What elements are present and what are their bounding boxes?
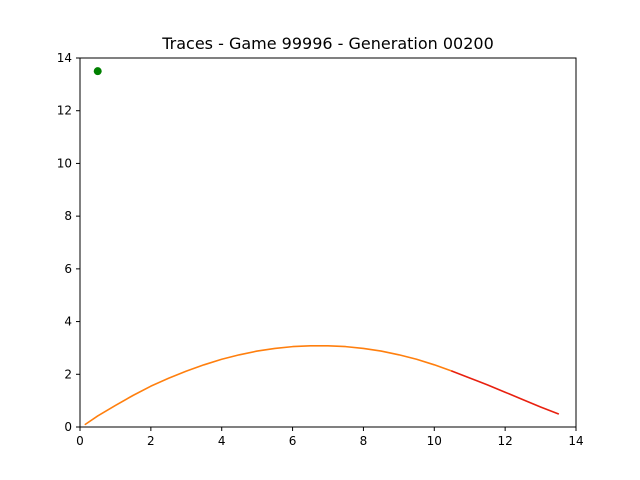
- y-axis: 0 2 4 6 8 10 12 14: [57, 51, 80, 434]
- y-tick-label-1: 2: [64, 367, 72, 381]
- y-tick-label-5: 10: [57, 156, 72, 170]
- x-tick-label-2: 4: [218, 434, 226, 448]
- trace-line-2: [451, 370, 560, 415]
- x-tick-label-0: 0: [76, 434, 84, 448]
- y-tick-label-7: 14: [57, 51, 72, 65]
- y-tick-label-2: 4: [64, 315, 72, 329]
- x-tick-label-1: 2: [147, 434, 155, 448]
- y-tick-label-4: 8: [64, 209, 72, 223]
- x-tick-label-4: 8: [360, 434, 368, 448]
- start-point-1: [93, 67, 102, 76]
- x-tick-label-5: 10: [427, 434, 442, 448]
- chart-title: Traces - Game 99996 - Generation 00200: [161, 34, 494, 53]
- x-axis: 0 2 4 6 8 10 12 14: [76, 427, 584, 448]
- x-tick-label-6: 12: [498, 434, 513, 448]
- trace-line-1: [84, 345, 453, 426]
- x-tick-label-7: 14: [568, 434, 583, 448]
- plot-frame: [79, 57, 577, 428]
- plot-area: [84, 67, 560, 426]
- y-tick-label-6: 12: [57, 104, 72, 118]
- x-tick-label-3: 6: [289, 434, 297, 448]
- y-tick-label-0: 0: [64, 420, 72, 434]
- y-tick-label-3: 6: [64, 262, 72, 276]
